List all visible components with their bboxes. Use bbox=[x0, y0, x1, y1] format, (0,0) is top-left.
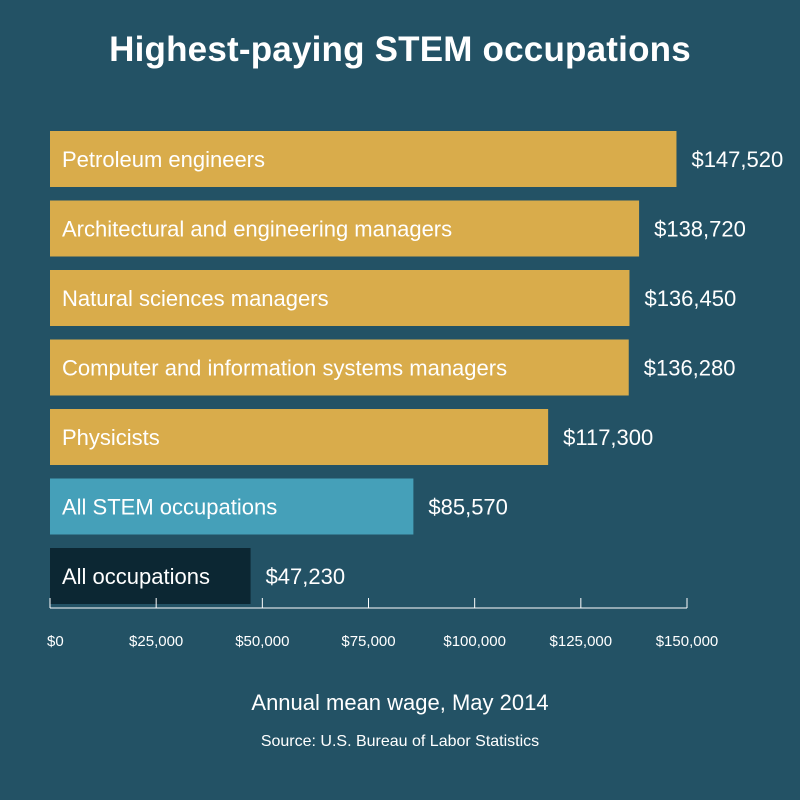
value-label-5: $85,570 bbox=[428, 495, 508, 520]
bar-label-4: Physicists bbox=[62, 425, 160, 450]
bar-label-3: Computer and information systems manager… bbox=[62, 356, 507, 381]
chart-title: Highest-paying STEM occupations bbox=[109, 30, 691, 69]
x-tick-label-6: $150,000 bbox=[656, 633, 719, 650]
value-label-1: $138,720 bbox=[654, 217, 746, 242]
bar-label-6: All occupations bbox=[62, 564, 210, 589]
value-label-4: $117,300 bbox=[563, 425, 653, 450]
x-tick-label-2: $50,000 bbox=[235, 633, 289, 650]
bar-5 bbox=[50, 478, 414, 535]
bar-chart: Petroleum engineers $147,520 Architectural… bbox=[47, 131, 783, 650]
bars-group: Petroleum engineers $147,520 Architectural… bbox=[50, 131, 783, 604]
bar-6 bbox=[50, 548, 251, 604]
bar-label-5: All STEM occupations bbox=[62, 495, 277, 520]
bar-4 bbox=[50, 409, 549, 465]
bar-2 bbox=[50, 270, 630, 326]
bar-1 bbox=[50, 200, 640, 257]
x-tick-label-3: $75,000 bbox=[341, 633, 395, 650]
x-tick-label-5: $125,000 bbox=[550, 633, 613, 650]
x-axis-label: Annual mean wage, May 2014 bbox=[251, 690, 549, 715]
bar-3 bbox=[50, 339, 629, 396]
value-label-0: $147,520 bbox=[691, 147, 783, 172]
x-tick-label-1: $25,000 bbox=[129, 633, 183, 650]
bar-label-2: Natural sciences managers bbox=[62, 286, 329, 311]
bar-label-1: Architectural and engineering managers bbox=[62, 217, 452, 242]
source-note: Source: U.S. Bureau of Labor Statistics bbox=[260, 733, 540, 750]
bar-label-0: Petroleum engineers bbox=[62, 147, 265, 172]
x-tick-label-0: $0 bbox=[47, 633, 64, 650]
value-label-2: $136,450 bbox=[644, 286, 736, 311]
value-label-6: $47,230 bbox=[266, 564, 346, 589]
x-tick-label-4: $100,000 bbox=[443, 633, 506, 650]
bar-0 bbox=[50, 131, 677, 187]
x-axis: $0 $25,000 $50,000 $75,000 $100,000 $125,000 $… bbox=[47, 598, 718, 650]
value-label-3: $136,280 bbox=[644, 356, 736, 381]
